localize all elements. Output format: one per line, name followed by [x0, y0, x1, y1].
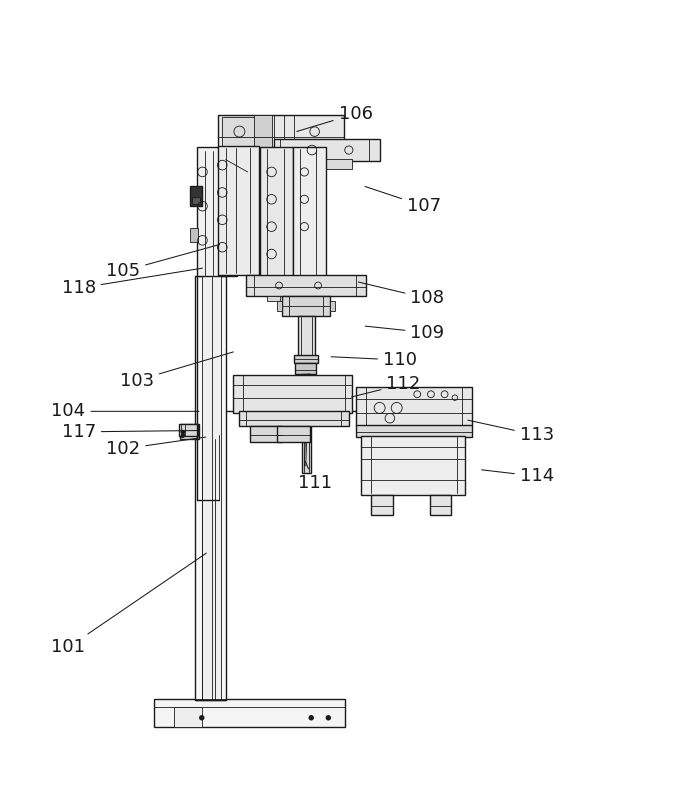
Bar — [295, 362, 316, 374]
Text: 102: 102 — [106, 437, 206, 458]
Text: 104: 104 — [51, 402, 199, 421]
Bar — [218, 146, 259, 274]
Bar — [361, 436, 465, 495]
Bar — [311, 296, 325, 300]
Text: 108: 108 — [358, 282, 445, 307]
Bar — [302, 374, 311, 473]
Circle shape — [181, 434, 185, 438]
Text: 109: 109 — [365, 324, 445, 341]
Bar — [239, 411, 349, 426]
Bar — [284, 159, 352, 168]
Bar — [246, 274, 366, 296]
Text: 114: 114 — [482, 468, 554, 485]
Bar — [356, 425, 472, 438]
Bar — [294, 355, 318, 363]
Text: 105: 105 — [106, 244, 220, 280]
Text: 110: 110 — [331, 351, 417, 369]
Bar — [218, 115, 344, 148]
Bar — [282, 296, 330, 316]
Bar — [274, 139, 380, 161]
Bar — [250, 426, 282, 443]
Circle shape — [181, 430, 185, 434]
Text: 117: 117 — [62, 423, 199, 441]
Bar — [233, 375, 352, 413]
Text: 106: 106 — [297, 105, 373, 132]
Bar — [190, 185, 202, 206]
Bar — [267, 296, 280, 300]
Bar — [260, 147, 293, 276]
Text: 113: 113 — [468, 420, 554, 444]
Text: 107: 107 — [365, 187, 441, 215]
Bar — [293, 147, 326, 276]
Circle shape — [326, 715, 331, 721]
Bar — [192, 197, 200, 204]
Bar — [298, 316, 315, 357]
Bar — [202, 276, 221, 700]
Bar — [179, 424, 198, 436]
Circle shape — [199, 715, 205, 721]
Circle shape — [181, 430, 185, 434]
Bar — [154, 699, 345, 727]
Bar — [197, 147, 237, 276]
Bar — [254, 115, 272, 147]
Text: 101: 101 — [51, 553, 207, 656]
Bar — [190, 228, 198, 242]
Bar — [180, 424, 199, 438]
Text: 112: 112 — [352, 375, 421, 397]
Bar — [195, 276, 226, 700]
Bar — [330, 301, 335, 311]
Circle shape — [181, 434, 185, 438]
Bar — [371, 495, 393, 515]
Bar — [277, 301, 282, 311]
Bar — [174, 707, 202, 727]
Text: 103: 103 — [120, 352, 233, 390]
Bar — [356, 387, 472, 426]
Bar — [430, 495, 451, 515]
Circle shape — [308, 715, 314, 721]
Bar — [277, 426, 310, 443]
Bar — [222, 117, 263, 146]
Text: 118: 118 — [62, 268, 202, 297]
Text: 111: 111 — [298, 462, 332, 492]
